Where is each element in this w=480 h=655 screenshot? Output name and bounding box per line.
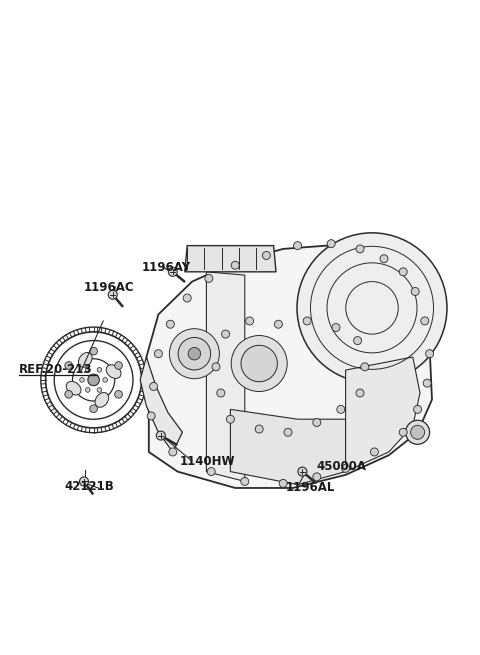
Circle shape xyxy=(65,362,72,369)
Circle shape xyxy=(155,350,162,358)
Circle shape xyxy=(217,389,225,397)
Text: 42121B: 42121B xyxy=(65,480,115,493)
Circle shape xyxy=(212,363,220,371)
Circle shape xyxy=(65,390,72,398)
Circle shape xyxy=(178,337,211,370)
Circle shape xyxy=(279,479,287,487)
Circle shape xyxy=(399,268,407,276)
Ellipse shape xyxy=(106,365,121,379)
Circle shape xyxy=(103,377,108,383)
Text: 1196AY: 1196AY xyxy=(142,261,191,274)
Circle shape xyxy=(241,477,249,485)
Polygon shape xyxy=(206,272,245,481)
Circle shape xyxy=(406,421,430,444)
Text: 1140HW: 1140HW xyxy=(180,455,236,468)
Circle shape xyxy=(97,367,102,372)
Circle shape xyxy=(313,419,321,426)
Circle shape xyxy=(183,294,191,302)
Circle shape xyxy=(411,288,419,295)
Circle shape xyxy=(231,261,239,269)
Circle shape xyxy=(298,467,307,476)
Polygon shape xyxy=(346,357,420,472)
Circle shape xyxy=(380,255,388,263)
Circle shape xyxy=(80,377,84,383)
Circle shape xyxy=(423,379,431,387)
Circle shape xyxy=(255,425,263,433)
Circle shape xyxy=(399,428,407,436)
Text: 1196AC: 1196AC xyxy=(84,282,134,295)
Circle shape xyxy=(115,390,122,398)
Polygon shape xyxy=(230,409,346,485)
Circle shape xyxy=(297,233,447,383)
Circle shape xyxy=(169,448,177,456)
Circle shape xyxy=(356,245,364,253)
Circle shape xyxy=(275,320,282,328)
Circle shape xyxy=(426,350,433,358)
Circle shape xyxy=(90,405,97,413)
Circle shape xyxy=(354,337,361,345)
Circle shape xyxy=(46,332,142,428)
Circle shape xyxy=(85,367,90,372)
Circle shape xyxy=(337,405,345,413)
Circle shape xyxy=(156,431,165,440)
Circle shape xyxy=(147,412,155,420)
Circle shape xyxy=(85,388,90,392)
Circle shape xyxy=(263,252,270,259)
Circle shape xyxy=(150,383,157,390)
Text: 45000A: 45000A xyxy=(317,460,367,474)
Circle shape xyxy=(222,330,229,338)
Circle shape xyxy=(115,362,122,369)
Circle shape xyxy=(168,267,177,276)
Circle shape xyxy=(284,428,292,436)
Ellipse shape xyxy=(95,392,109,407)
Circle shape xyxy=(80,477,88,486)
Text: 1196AL: 1196AL xyxy=(286,481,335,495)
Circle shape xyxy=(227,415,234,423)
Circle shape xyxy=(205,274,213,282)
Circle shape xyxy=(97,388,102,392)
Circle shape xyxy=(167,320,174,328)
Circle shape xyxy=(188,347,201,360)
Circle shape xyxy=(327,240,335,248)
Ellipse shape xyxy=(66,381,81,395)
Circle shape xyxy=(410,425,425,440)
Circle shape xyxy=(88,374,99,386)
Polygon shape xyxy=(146,246,432,488)
Circle shape xyxy=(342,464,349,472)
Circle shape xyxy=(332,324,340,331)
Circle shape xyxy=(303,317,311,325)
Circle shape xyxy=(207,468,215,476)
Polygon shape xyxy=(185,246,276,272)
Text: REF.20-213: REF.20-213 xyxy=(19,364,93,377)
Circle shape xyxy=(356,389,364,397)
Circle shape xyxy=(169,329,219,379)
Circle shape xyxy=(246,317,253,325)
Circle shape xyxy=(241,345,277,382)
Polygon shape xyxy=(140,357,182,452)
Circle shape xyxy=(421,317,429,325)
Circle shape xyxy=(294,242,301,250)
Circle shape xyxy=(414,405,421,413)
Circle shape xyxy=(231,335,287,392)
Ellipse shape xyxy=(78,352,92,367)
Circle shape xyxy=(90,347,97,355)
Circle shape xyxy=(108,290,117,299)
Circle shape xyxy=(313,473,321,481)
Circle shape xyxy=(371,448,378,456)
Circle shape xyxy=(361,363,369,371)
